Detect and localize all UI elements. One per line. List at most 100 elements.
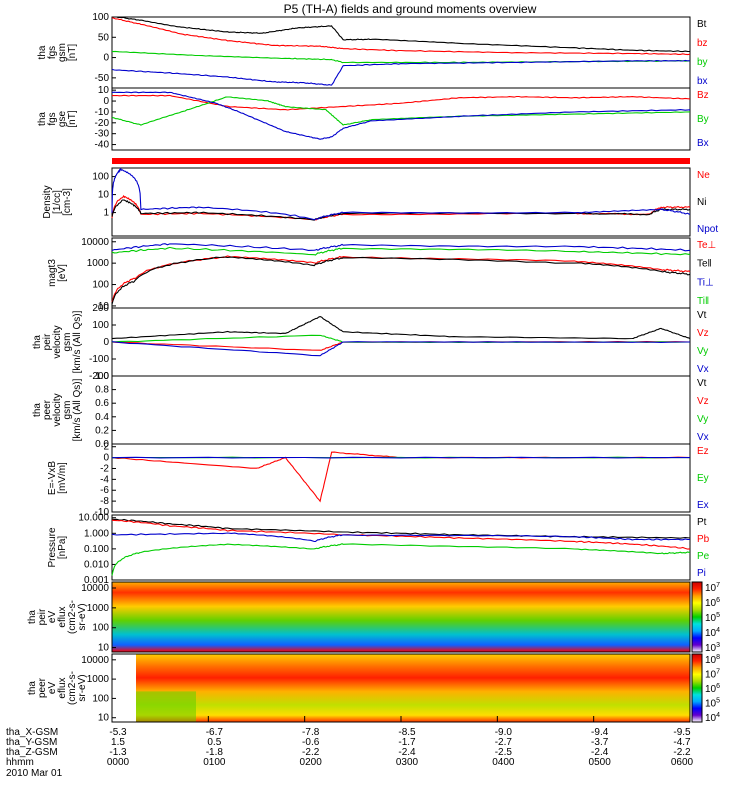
ytick-label: 0 bbox=[103, 53, 109, 64]
ytick-label: -40 bbox=[95, 140, 110, 151]
series-line-Bz bbox=[112, 94, 691, 111]
ylabel-line: E=-VxB bbox=[47, 461, 58, 496]
ylabel-line: peer bbox=[37, 677, 48, 698]
legend-Ti‖: Ti‖ bbox=[697, 296, 709, 307]
legend-bx: bx bbox=[697, 76, 708, 87]
ylabel-line: [nPa] bbox=[57, 536, 68, 560]
legend-Ex: Ex bbox=[697, 500, 709, 511]
ytick-label: 0 bbox=[103, 453, 109, 464]
xaxis-value: -1.3 bbox=[109, 747, 127, 758]
series-line-Te‖ bbox=[111, 256, 691, 305]
ytick-label: 10 bbox=[98, 85, 110, 96]
xaxis-row-label: tha_Z-GSM bbox=[6, 747, 58, 758]
ylabel-line: peir bbox=[42, 333, 53, 350]
ytick-label: 0 bbox=[103, 96, 109, 107]
ytick-label: 0.010 bbox=[84, 559, 109, 570]
ylabel-line: (cm2-s- bbox=[67, 600, 78, 634]
ylabel-line: velocity bbox=[52, 393, 63, 426]
ytick-label: -10 bbox=[95, 107, 110, 118]
ylabel-line: gsm bbox=[62, 401, 73, 420]
colorbar-label: 106 bbox=[705, 597, 720, 609]
ytick-label: 0.001 bbox=[84, 575, 109, 586]
ytick-label: 1000 bbox=[87, 258, 110, 269]
ylabel-line: [nT] bbox=[67, 110, 78, 127]
xaxis-value: 0200 bbox=[300, 757, 323, 768]
ytick-label: 1.000 bbox=[84, 528, 109, 539]
ytick-label: 10 bbox=[98, 643, 110, 654]
legend-Vt: Vt bbox=[697, 378, 707, 389]
ylabel-line: [mV/m] bbox=[57, 462, 68, 494]
panel-9-ylabel: thapeireVeflux(cm2-s-sr-eV) bbox=[27, 600, 88, 634]
spectrogram-gap bbox=[112, 654, 136, 722]
ytick-label: -20 bbox=[95, 118, 110, 129]
colorbar-label: 108 bbox=[705, 654, 720, 666]
ytick-label: 100 bbox=[92, 623, 109, 634]
xaxis-value: 0400 bbox=[492, 757, 515, 768]
series-line-Ne bbox=[111, 194, 691, 221]
xaxis-row-label: hhmm bbox=[6, 757, 34, 768]
ytick-label: 0 bbox=[103, 337, 109, 348]
xaxis-value: 0000 bbox=[107, 757, 130, 768]
ylabel-line: peir bbox=[37, 608, 48, 625]
legend-Vx: Vx bbox=[697, 364, 709, 375]
ylabel-line: Pressure bbox=[47, 527, 58, 567]
panel-8-ylabel: Pressure[nPa] bbox=[47, 527, 68, 567]
panel-7-ylabel: E=-VxB[mV/m] bbox=[47, 461, 68, 496]
xaxis-value: -1.7 bbox=[398, 737, 416, 748]
plot-title: P5 (TH-A) fields and ground moments over… bbox=[284, 2, 537, 16]
legend-Ey: Ey bbox=[697, 473, 709, 484]
legend-Pt: Pt bbox=[697, 517, 707, 528]
panel-8: Pressure[nPa] 10.000 1.000 0.100 0.010 0.001 P… bbox=[47, 513, 710, 586]
legend-Ne: Ne bbox=[697, 170, 710, 181]
legend-Vx: Vx bbox=[697, 432, 709, 443]
ytick-label: 10.000 bbox=[78, 513, 109, 524]
xaxis-value: -5.3 bbox=[109, 727, 127, 738]
ytick-label: 10000 bbox=[81, 583, 109, 594]
panel-4-ylabel: magt3[eV] bbox=[47, 259, 68, 287]
ylabel-line: tha bbox=[32, 403, 43, 417]
xaxis-row-label: tha_X-GSM bbox=[6, 727, 58, 738]
ylabel-line: velocity bbox=[52, 325, 63, 358]
legend-Bx: Bx bbox=[697, 138, 709, 149]
panel-2-ylabel: thafgsgse[nT] bbox=[37, 110, 78, 127]
panel-1-ylabel: thafgsgsm[nT] bbox=[37, 43, 78, 62]
legend-Ti⊥: Ti⊥ bbox=[697, 277, 714, 288]
xaxis-value: -0.6 bbox=[302, 737, 320, 748]
ylabel-line: [km/s (All Qs)] bbox=[72, 378, 83, 441]
xaxis-value: -2.5 bbox=[495, 747, 513, 758]
ytick-label: 0.4 bbox=[95, 412, 109, 423]
legend-Vz: Vz bbox=[697, 328, 709, 339]
xaxis-value: 0100 bbox=[203, 757, 226, 768]
xaxis-value: -9.5 bbox=[673, 727, 691, 738]
ytick-label: 50 bbox=[98, 32, 110, 43]
xaxis-value: 0300 bbox=[396, 757, 419, 768]
ytick-label: -100 bbox=[89, 354, 109, 365]
panel-frame bbox=[111, 443, 691, 513]
series-line-Bt bbox=[112, 16, 691, 53]
panel-5: thapeirvelocitygsm[km/s (All Qs)] 200 100 0… bbox=[32, 303, 709, 382]
ytick-label: 10 bbox=[98, 301, 110, 312]
spectrogram-low bbox=[136, 691, 196, 722]
colorbar-label: 105 bbox=[705, 612, 720, 624]
colorbar-label: 104 bbox=[705, 712, 720, 724]
panels: thafgsgsm[nT]100500-50Btbzbybxthafgsgse[… bbox=[27, 12, 720, 724]
panel-frame bbox=[111, 581, 691, 653]
legend-Ez: Ez bbox=[697, 446, 709, 457]
colorbar-label: 103 bbox=[705, 642, 720, 654]
series-line-Vt bbox=[111, 316, 691, 340]
ytick-label: 0.0 bbox=[95, 439, 109, 450]
ylabel-line: sr-eV) bbox=[77, 674, 88, 701]
ytick-label: 0.6 bbox=[95, 398, 109, 409]
legend-by: by bbox=[697, 57, 708, 68]
xaxis-value: -7.8 bbox=[302, 727, 320, 738]
xaxis-value: 0500 bbox=[589, 757, 612, 768]
ytick-label: 1000 bbox=[87, 603, 110, 614]
series-line-bx bbox=[111, 59, 690, 86]
ytick-label: 1000 bbox=[87, 674, 110, 685]
series-line-Ex bbox=[111, 456, 690, 459]
legend-Te‖: Te‖ bbox=[697, 259, 712, 270]
series-line-Bx bbox=[111, 91, 691, 140]
panel-frame bbox=[111, 375, 691, 445]
